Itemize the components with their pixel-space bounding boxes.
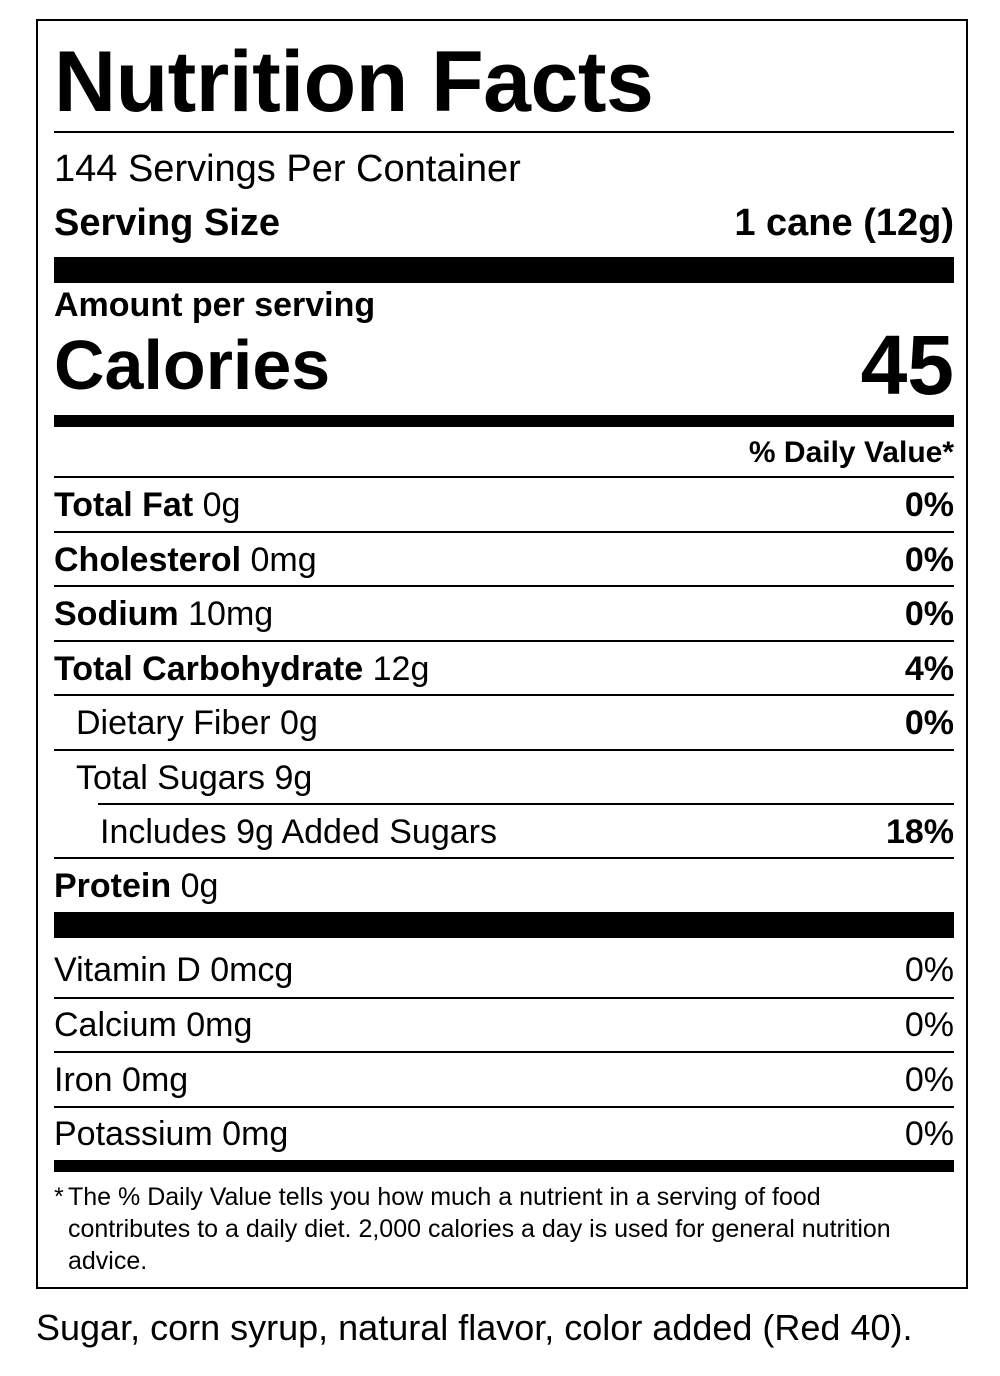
vitamin-dv: 0% <box>904 1115 954 1153</box>
divider <box>98 803 954 805</box>
nutrient-row-total-sugars: Total Sugars 9g <box>54 752 954 804</box>
nutrient-row-protein: Protein 0g <box>54 860 954 912</box>
nutrient-row-cholesterol: Cholesterol 0mg 0% <box>54 534 954 586</box>
ingredients-list: Sugar, corn syrup, natural flavor, color… <box>36 1307 913 1348</box>
divider <box>54 585 954 587</box>
nutrient-row-sodium: Sodium 10mg 0% <box>54 588 954 640</box>
medium-divider <box>54 415 954 427</box>
vitamin-row-calcium: Calcium 0mg 0% <box>54 999 954 1051</box>
nutrient-amount: 0mg <box>250 541 317 579</box>
vitamin-row-vitamin-d: Vitamin D 0mcg 0% <box>54 944 954 996</box>
nutrient-row-dietary-fiber: Dietary Fiber 0g 0% <box>54 697 954 749</box>
nutrient-name: Includes 9g Added Sugars <box>100 813 497 851</box>
divider <box>54 531 954 533</box>
nutrient-name: Total Carbohydrate <box>54 650 364 688</box>
nutrient-row-total-fat: Total Fat 0g 0% <box>54 479 954 531</box>
vitamin-dv: 0% <box>904 951 954 989</box>
thick-divider <box>54 912 954 938</box>
vitamin-name: Potassium 0mg <box>54 1115 289 1153</box>
label-title: Nutrition Facts <box>54 34 654 130</box>
vitamin-name: Calcium 0mg <box>54 1006 253 1044</box>
nutrient-name: Cholesterol <box>54 541 242 579</box>
footnote-marker: * <box>54 1183 64 1211</box>
footnote-text: The % Daily Value tells you how much a n… <box>68 1183 891 1275</box>
divider <box>54 749 954 751</box>
divider <box>54 640 954 642</box>
nutrient-amount: 10mg <box>188 595 274 633</box>
nutrient-row-total-carbohydrate: Total Carbohydrate 12g 4% <box>54 643 954 695</box>
calories-label: Calories <box>54 326 331 404</box>
divider <box>54 1106 954 1108</box>
vitamin-dv: 0% <box>904 1061 954 1099</box>
divider <box>54 997 954 999</box>
nutrition-facts-label: Nutrition Facts 144 Servings Per Contain… <box>36 19 968 1289</box>
daily-value-header: % Daily Value* <box>748 436 954 469</box>
nutrient-amount: 12g <box>372 650 430 688</box>
nutrient-name: Protein <box>54 867 172 905</box>
nutrient-dv: 0% <box>904 541 954 579</box>
nutrient-dv: 0% <box>904 486 954 524</box>
nutrient-dv: 18% <box>885 813 954 851</box>
nutrient-name: Total Fat <box>54 486 194 524</box>
servings-per-container: 144 Servings Per Container <box>54 148 521 190</box>
nutrient-amount: 0g <box>202 486 241 524</box>
vitamin-dv: 0% <box>904 1006 954 1044</box>
divider <box>54 694 954 696</box>
divider <box>54 476 954 478</box>
divider <box>54 131 954 133</box>
nutrient-name: Dietary Fiber 0g <box>76 704 318 742</box>
calories-row: Calories 45 <box>54 319 954 411</box>
vitamin-name: Iron 0mg <box>54 1061 189 1099</box>
amount-per-serving: Amount per serving <box>54 286 376 324</box>
nutrient-row-added-sugars: Includes 9g Added Sugars 18% <box>54 806 954 858</box>
nutrient-dv: 0% <box>904 704 954 742</box>
serving-size-value: 1 cane (12g) <box>734 202 954 244</box>
vitamin-row-iron: Iron 0mg 0% <box>54 1054 954 1106</box>
divider <box>54 1051 954 1053</box>
nutrient-name: Sodium <box>54 595 179 633</box>
vitamin-name: Vitamin D 0mcg <box>54 951 294 989</box>
nutrient-amount: 0g <box>180 867 219 905</box>
serving-size-label: Serving Size <box>54 202 280 244</box>
medium-divider <box>54 1160 954 1172</box>
calories-value: 45 <box>860 318 954 412</box>
thick-divider <box>54 257 954 283</box>
daily-value-footnote: * The % Daily Value tells you how much a… <box>54 1181 944 1277</box>
nutrient-dv: 0% <box>904 595 954 633</box>
serving-size-row: Serving Size 1 cane (12g) <box>54 201 954 245</box>
nutrient-name: Total Sugars 9g <box>76 759 313 797</box>
vitamin-row-potassium: Potassium 0mg 0% <box>54 1108 954 1160</box>
divider <box>54 857 954 859</box>
nutrient-dv: 4% <box>904 650 954 688</box>
